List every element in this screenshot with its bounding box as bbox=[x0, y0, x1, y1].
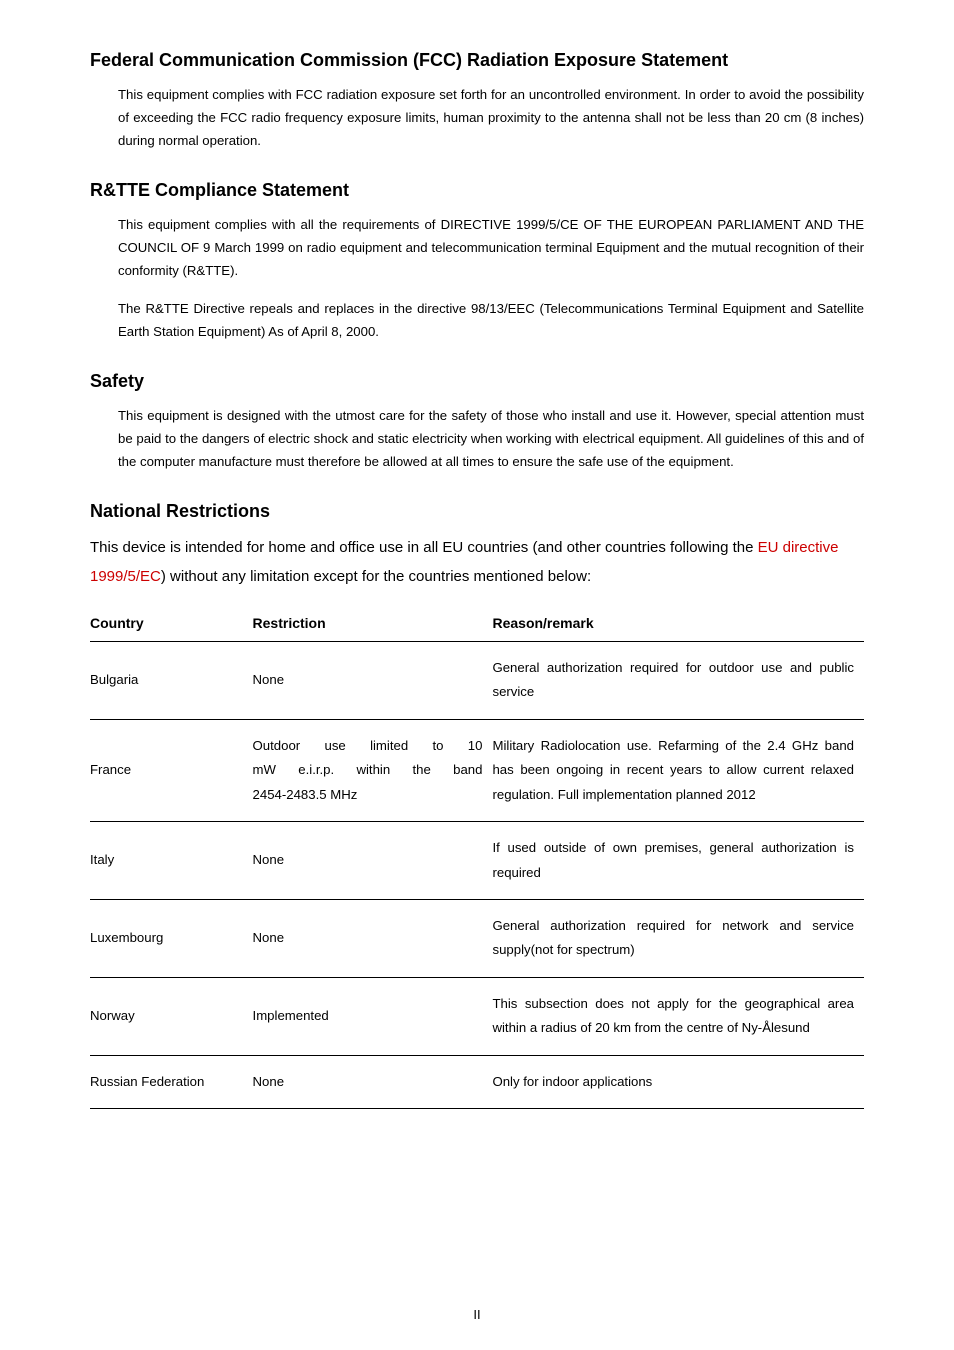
table-row: Russian Federation None Only for indoor … bbox=[90, 1055, 864, 1108]
fcc-paragraph: This equipment complies with FCC radiati… bbox=[118, 83, 864, 152]
fcc-heading: Federal Communication Commission (FCC) R… bbox=[90, 50, 864, 71]
cell-country: Italy bbox=[90, 822, 253, 900]
safety-paragraph: This equipment is designed with the utmo… bbox=[118, 404, 864, 473]
page-container: Federal Communication Commission (FCC) R… bbox=[0, 0, 954, 1350]
cell-country: France bbox=[90, 719, 253, 821]
national-heading: National Restrictions bbox=[90, 501, 864, 522]
table-header-row: Country Restriction Reason/remark bbox=[90, 609, 864, 642]
table-row: Norway Implemented This subsection does … bbox=[90, 977, 864, 1055]
national-intro-pre: This device is intended for home and off… bbox=[90, 539, 758, 556]
cell-restriction: Implemented bbox=[253, 977, 493, 1055]
th-country: Country bbox=[90, 609, 253, 642]
rtte-heading: R&TTE Compliance Statement bbox=[90, 180, 864, 201]
cell-reason: Only for indoor applications bbox=[492, 1055, 864, 1108]
cell-restriction-line2: mW e.i.r.p. within the band bbox=[253, 758, 483, 782]
national-intro-post: ) without any limitation except for the … bbox=[161, 568, 591, 585]
cell-country: Luxembourg bbox=[90, 899, 253, 977]
cell-restriction: None bbox=[253, 642, 493, 720]
table-row: France Outdoor use limited to 10 mW e.i.… bbox=[90, 719, 864, 821]
table-row: Bulgaria None General authorization requ… bbox=[90, 642, 864, 720]
cell-country: Bulgaria bbox=[90, 642, 253, 720]
th-reason: Reason/remark bbox=[492, 609, 864, 642]
cell-reason: General authorization required for outdo… bbox=[492, 642, 864, 720]
cell-restriction: None bbox=[253, 822, 493, 900]
national-intro: This device is intended for home and off… bbox=[90, 534, 864, 591]
cell-reason: Military Radiolocation use. Refarming of… bbox=[492, 719, 864, 821]
page-number: II bbox=[0, 1307, 954, 1322]
rtte-paragraph-2: The R&TTE Directive repeals and replaces… bbox=[118, 297, 864, 343]
cell-restriction-line1: Outdoor use limited to 10 bbox=[253, 734, 483, 758]
cell-restriction-line3: 2454-2483.5 MHz bbox=[253, 783, 483, 807]
cell-country: Russian Federation bbox=[90, 1055, 253, 1108]
cell-reason: If used outside of own premises, general… bbox=[492, 822, 864, 900]
cell-restriction: Outdoor use limited to 10 mW e.i.r.p. wi… bbox=[253, 719, 493, 821]
cell-reason: General authorization required for netwo… bbox=[492, 899, 864, 977]
cell-country: Norway bbox=[90, 977, 253, 1055]
cell-restriction: None bbox=[253, 899, 493, 977]
table-row: Italy None If used outside of own premis… bbox=[90, 822, 864, 900]
cell-reason: This subsection does not apply for the g… bbox=[492, 977, 864, 1055]
th-restriction: Restriction bbox=[253, 609, 493, 642]
restrictions-table: Country Restriction Reason/remark Bulgar… bbox=[90, 609, 864, 1109]
rtte-paragraph-1: This equipment complies with all the req… bbox=[118, 213, 864, 282]
table-row: Luxembourg None General authorization re… bbox=[90, 899, 864, 977]
cell-restriction: None bbox=[253, 1055, 493, 1108]
safety-heading: Safety bbox=[90, 371, 864, 392]
